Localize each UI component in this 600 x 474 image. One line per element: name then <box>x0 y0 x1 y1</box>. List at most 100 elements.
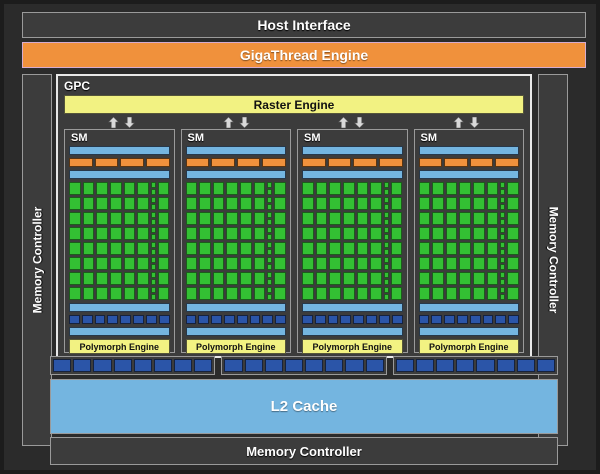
sm-core-mini-pair <box>267 257 273 270</box>
cuda-core <box>96 227 108 240</box>
cuda-core <box>96 257 108 270</box>
sm-instruction-cache-bar <box>418 146 519 155</box>
cuda-core <box>329 242 341 255</box>
cuda-core <box>342 257 355 270</box>
cuda-core-mini <box>150 219 156 225</box>
cuda-core <box>342 182 355 195</box>
cuda-core <box>302 197 314 210</box>
cuda-core <box>137 242 149 255</box>
gigathread-engine-block: GigaThread Engine <box>22 42 586 68</box>
cuda-core-mini <box>150 294 156 300</box>
cuda-core <box>486 242 499 255</box>
cuda-core <box>274 197 286 210</box>
cuda-core <box>507 212 519 225</box>
cuda-core <box>418 182 431 195</box>
rop-unit <box>436 359 455 372</box>
sm-core-column-5 <box>240 182 252 300</box>
cuda-core <box>445 257 458 270</box>
sm-warp-scheduler-4 <box>262 158 286 167</box>
cuda-core-mini <box>267 257 273 263</box>
rop-unit <box>174 359 193 372</box>
rop-unit <box>345 359 364 372</box>
sm-core-mini-pair <box>267 182 273 195</box>
cuda-core <box>418 257 431 270</box>
cuda-core <box>507 197 519 210</box>
cuda-core-mini <box>500 182 506 188</box>
sm-core-column-last-1 <box>390 182 403 300</box>
sm-core-mini-pair <box>150 212 156 225</box>
cuda-core-mini <box>267 242 273 248</box>
cuda-core <box>432 212 444 225</box>
cuda-core <box>274 212 286 225</box>
cuda-core <box>157 197 170 210</box>
cuda-core <box>199 257 211 270</box>
cuda-core <box>274 272 286 285</box>
cuda-core <box>109 227 122 240</box>
cuda-core <box>473 287 485 300</box>
cuda-core <box>486 257 499 270</box>
gpc-label: GPC <box>64 79 91 93</box>
cuda-core <box>445 272 458 285</box>
cuda-core <box>157 287 170 300</box>
cuda-core <box>185 242 198 255</box>
cuda-core <box>418 212 431 225</box>
cuda-core <box>445 287 458 300</box>
sm-core-column-4 <box>459 182 472 300</box>
cuda-core <box>342 197 355 210</box>
cuda-core <box>226 242 239 255</box>
cuda-core <box>302 257 314 270</box>
sm-shared-memory-bar <box>185 327 286 336</box>
sm-instruction-cache-bar <box>302 146 403 155</box>
sm-shared-memory-bar <box>418 327 519 336</box>
arrow-up-icon <box>223 116 234 128</box>
sm-core-grid <box>418 182 520 300</box>
sm-core-mini-pair <box>500 227 506 240</box>
sm-core-column-narrow <box>150 182 156 300</box>
sm-warp-scheduler-row <box>69 158 170 167</box>
cuda-core <box>96 272 108 285</box>
cuda-core-mini <box>500 189 506 195</box>
memory-controller-right-label: Memory Controller <box>546 206 560 314</box>
cuda-core <box>473 212 485 225</box>
sm-core-column-6 <box>486 182 499 300</box>
rop-unit <box>415 359 434 372</box>
rop-unit <box>395 359 414 372</box>
cuda-core-mini <box>150 182 156 188</box>
sm-ldst-unit-7 <box>145 315 157 324</box>
cuda-core <box>302 212 314 225</box>
sm-ldst-unit-8 <box>391 315 403 324</box>
sm-warp-scheduler-2 <box>327 158 352 167</box>
sm-core-mini-pair <box>500 287 506 300</box>
sm-ldst-unit-7 <box>495 315 507 324</box>
arrow-pair-3 <box>294 116 409 128</box>
cuda-core <box>82 182 95 195</box>
sm-core-column-narrow <box>500 182 506 300</box>
sm-label: SM <box>420 132 438 144</box>
cuda-core <box>157 227 170 240</box>
cuda-core <box>199 182 211 195</box>
cuda-core <box>315 227 328 240</box>
cuda-core <box>157 272 170 285</box>
cuda-core <box>370 257 382 270</box>
cuda-core <box>109 242 122 255</box>
sm-ldst-unit-8 <box>158 315 170 324</box>
cuda-core <box>253 227 266 240</box>
cuda-core <box>459 182 472 195</box>
cuda-core-mini <box>267 264 273 270</box>
cuda-core <box>185 227 198 240</box>
cuda-core-mini <box>267 212 273 218</box>
rop-unit <box>244 359 263 372</box>
polymorph-engine-label: Polymorph Engine <box>428 341 509 352</box>
cuda-core <box>445 182 458 195</box>
cuda-core <box>212 287 225 300</box>
cuda-core <box>432 287 444 300</box>
cuda-core <box>315 182 328 195</box>
cuda-core-mini <box>267 272 273 278</box>
sm-ldst-unit-4 <box>107 315 119 324</box>
sm-ldst-unit-2 <box>314 315 326 324</box>
cuda-core-mini <box>267 234 273 240</box>
sm-core-mini-pair <box>150 227 156 240</box>
sm-core-mini-pair <box>500 242 506 255</box>
rop-unit <box>224 359 243 372</box>
memory-controller-bottom: Memory Controller <box>50 437 558 465</box>
